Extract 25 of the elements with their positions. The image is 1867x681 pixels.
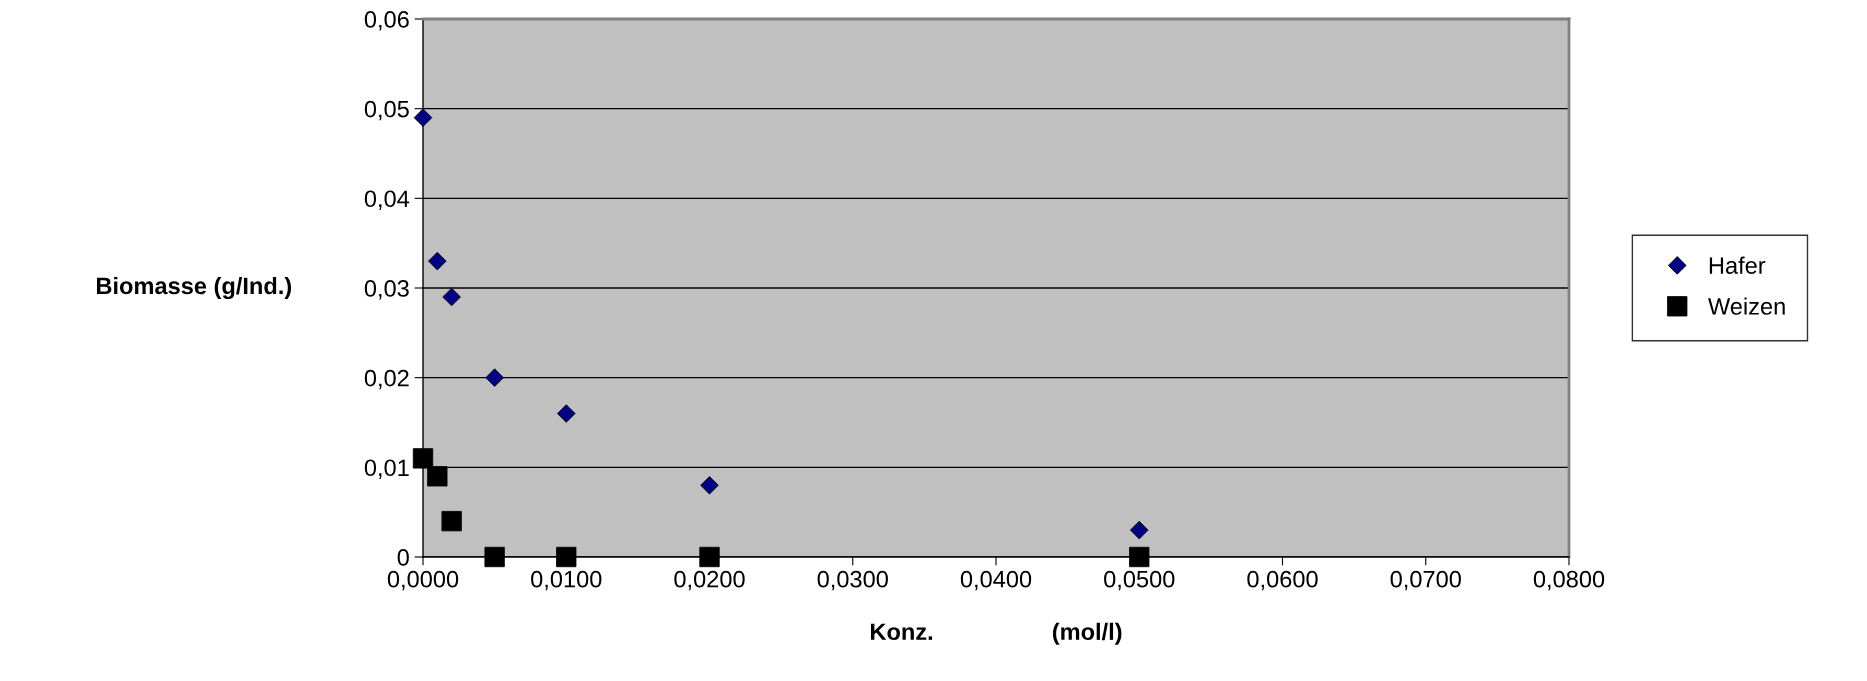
point [484,546,505,568]
x-tick-label: 0,0200 [674,570,745,591]
x-axis-title: Konz. (mol/l) [871,622,1122,645]
y-tick-label: 0,04 [364,190,410,210]
legend-label: Weizen [1708,297,1785,315]
x-tick-label: 0,0400 [960,570,1032,591]
y-tick-label: 0,03 [364,280,409,300]
x-tick-label: 0,0300 [817,570,888,591]
y-tick-label: 0,05 [364,100,409,121]
x-tick-label: 0,0000 [387,570,459,591]
x-tick-label: 0,0500 [1104,570,1175,591]
point [556,546,577,568]
y-tick-label: 0,06 [364,11,409,31]
point [556,404,576,423]
x-tick-label: 0,0800 [1533,570,1605,591]
y-tick-label: 0,01 [364,459,409,479]
point [441,510,462,532]
y-axis-title: Biomasse (g/Ind.) [96,276,292,300]
x-tick-label: 0,0100 [531,570,602,591]
x-tick-label: 0,0700 [1390,570,1461,591]
y-tick-label: 0 [397,549,409,566]
point [700,476,719,495]
x-tick-label: 0,0600 [1247,570,1318,591]
y-tick-label: 0,02 [364,369,409,390]
legend-label: Hafer [1709,256,1766,274]
